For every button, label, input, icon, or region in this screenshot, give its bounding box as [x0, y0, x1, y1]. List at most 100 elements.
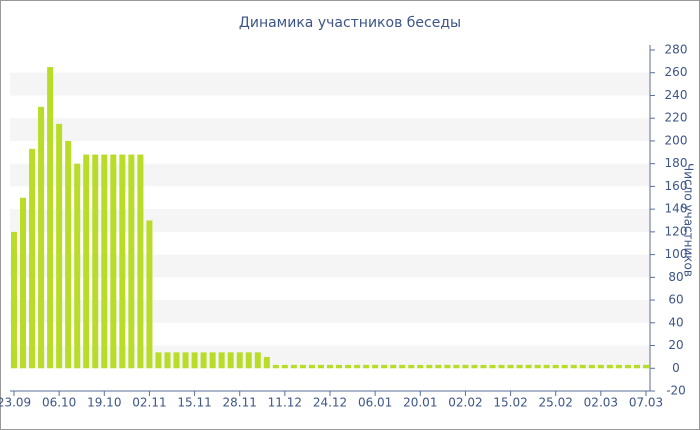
- bar: [281, 364, 288, 369]
- bar: [615, 364, 622, 369]
- x-tick-label: 28.11: [223, 396, 257, 410]
- bar: [534, 364, 541, 369]
- y-tick-label: 140: [665, 202, 688, 216]
- bar: [516, 364, 523, 369]
- bar: [254, 352, 261, 369]
- y-tick-label: 0: [672, 361, 680, 375]
- x-tick-label: 02.11: [132, 396, 166, 410]
- bar: [525, 364, 532, 369]
- x-tick-label: 02.03: [584, 396, 618, 410]
- grid-band: [10, 254, 650, 278]
- bar: [128, 154, 135, 369]
- x-tick-label: 11.12: [268, 396, 302, 410]
- bar: [543, 364, 550, 369]
- grid-band: [10, 300, 650, 323]
- bar: [507, 364, 514, 369]
- bar: [561, 364, 568, 369]
- grid-band: [10, 163, 650, 187]
- bar: [417, 364, 424, 369]
- bar: [146, 220, 153, 369]
- y-tick-label: 200: [665, 133, 688, 147]
- bar: [444, 364, 451, 369]
- x-tick-label: 23.09: [0, 396, 31, 410]
- bar: [290, 364, 297, 369]
- grid-band: [10, 118, 650, 141]
- bar: [200, 352, 207, 369]
- y-tick-label: 20: [668, 338, 683, 352]
- x-tick-label: 02.02: [448, 396, 482, 410]
- x-tick-label: 20.01: [403, 396, 437, 410]
- y-tick-label: 60: [668, 293, 683, 307]
- bar: [308, 364, 315, 369]
- y-tick-label: 100: [665, 247, 688, 261]
- y-tick-label: -20: [666, 384, 686, 398]
- bar: [579, 364, 586, 369]
- y-axis-label: Число участников: [682, 163, 696, 277]
- bar: [372, 364, 379, 369]
- bar: [354, 364, 361, 369]
- bar: [588, 364, 595, 369]
- bar: [489, 364, 496, 369]
- bar: [606, 364, 613, 369]
- bar: [480, 364, 487, 369]
- x-tick-label: 24.12: [313, 396, 347, 410]
- y-tick-label: 280: [665, 43, 688, 57]
- chart-title: Динамика участников беседы: [239, 15, 461, 31]
- bar: [137, 154, 144, 369]
- bar: [399, 364, 406, 369]
- x-tick-label: 15.02: [493, 396, 527, 410]
- bar: [408, 364, 415, 369]
- bar: [191, 352, 198, 369]
- bar: [47, 67, 54, 369]
- bar: [317, 364, 324, 369]
- x-tick-label: 07.03: [629, 396, 663, 410]
- bar: [56, 123, 63, 369]
- bar: [209, 352, 216, 369]
- bar: [218, 352, 225, 369]
- bar: [182, 352, 189, 369]
- bar: [336, 364, 343, 369]
- bar: [20, 197, 27, 369]
- y-tick-label: 180: [665, 156, 688, 170]
- bar: [552, 364, 559, 369]
- bar: [570, 364, 577, 369]
- bar: [345, 364, 352, 369]
- y-tick-label: 240: [665, 88, 688, 102]
- bar: [173, 352, 180, 369]
- bar: [435, 364, 442, 369]
- bar: [471, 364, 478, 369]
- grid-band: [10, 209, 650, 232]
- bar: [426, 364, 433, 369]
- bar: [643, 364, 649, 369]
- bar: [29, 148, 36, 369]
- bar: [498, 364, 505, 369]
- bar: [236, 352, 243, 369]
- bar: [119, 154, 126, 369]
- x-tick-label: 06.01: [358, 396, 392, 410]
- bar: [83, 154, 90, 369]
- y-tick-label: 260: [665, 65, 688, 79]
- bar: [633, 364, 640, 369]
- bar: [327, 364, 333, 369]
- bar: [11, 231, 17, 369]
- bar: [299, 364, 306, 369]
- x-tick-label: 25.02: [539, 396, 573, 410]
- bar: [101, 154, 108, 369]
- bar: [624, 364, 631, 369]
- bar: [227, 352, 234, 369]
- bar: [164, 352, 171, 369]
- grid-band: [10, 72, 650, 96]
- y-tick-label: 120: [665, 224, 688, 238]
- bar: [38, 106, 45, 369]
- bar: [245, 352, 252, 369]
- bar: [110, 154, 117, 369]
- y-tick-label: 220: [665, 111, 688, 125]
- x-tick-label: 06.10: [42, 396, 76, 410]
- bar: [462, 364, 469, 369]
- bar: [155, 352, 162, 369]
- x-tick-label: 19.10: [87, 396, 121, 410]
- y-tick-label: 40: [668, 315, 683, 329]
- bar: [92, 154, 99, 369]
- bar: [390, 364, 397, 369]
